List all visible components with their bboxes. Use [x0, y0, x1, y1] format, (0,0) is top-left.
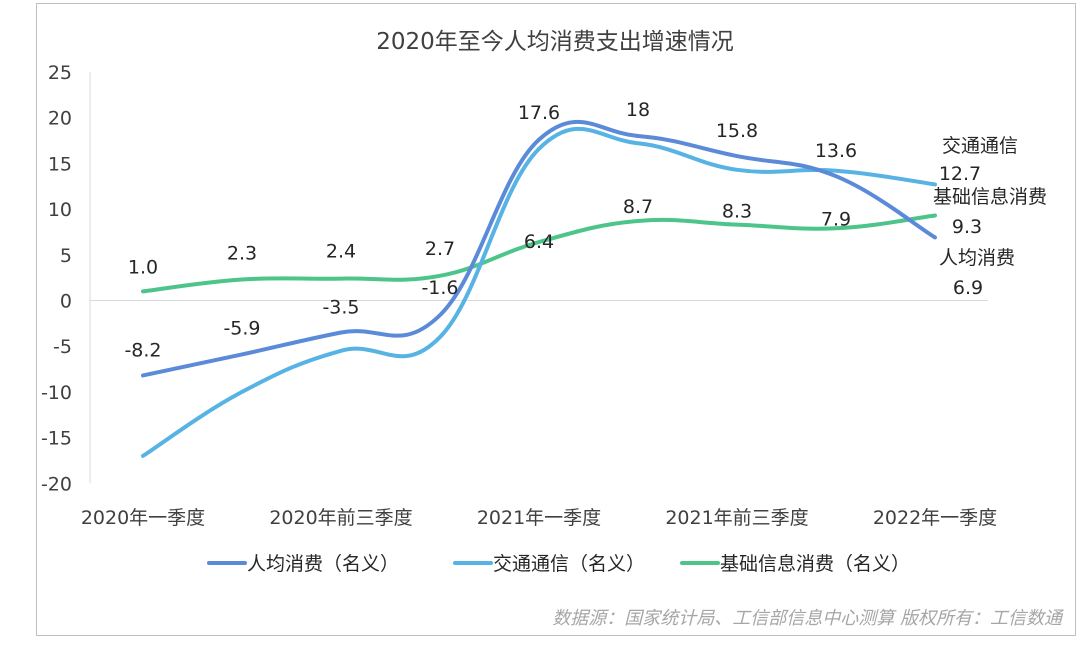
legend-label: 交通通信（名义） — [493, 553, 645, 575]
data-label: -3.5 — [322, 296, 359, 318]
data-label: 8.3 — [722, 201, 752, 223]
y-tick-label: 0 — [60, 291, 72, 313]
data-label: 1.0 — [128, 256, 158, 278]
series-line — [141, 126, 937, 458]
y-tick-label: 20 — [48, 108, 72, 130]
x-tick-label: 2020年一季度 — [81, 507, 205, 529]
data-label: -8.2 — [124, 339, 161, 361]
data-label: -1.6 — [421, 277, 458, 299]
data-label: 17.6 — [518, 102, 560, 124]
data-label: 12.7 — [939, 163, 981, 185]
legend-label: 基础信息消费（名义） — [720, 553, 910, 575]
data-label: 9.3 — [952, 216, 982, 238]
data-label: 7.9 — [821, 208, 851, 230]
y-tick-label: -15 — [41, 428, 72, 450]
data-label: 13.6 — [815, 140, 857, 162]
source-note: 数据源：国家统计局、工信部信息中心测算 版权所有：工信数通 — [552, 608, 1064, 629]
y-tick-label: 5 — [60, 245, 72, 267]
series-end-label: 交通通信 — [942, 135, 1018, 157]
chart-title: 2020年至今人均消费支出增速情况 — [376, 29, 734, 55]
x-tick-label: 2021年前三季度 — [665, 507, 808, 529]
data-label: -5.9 — [223, 317, 260, 339]
x-tick-label: 2020年前三季度 — [269, 507, 412, 529]
x-tick-label: 2022年一季度 — [873, 507, 997, 529]
x-tick-label: 2021年一季度 — [477, 507, 601, 529]
data-label: 8.7 — [623, 196, 653, 218]
chart-frame — [36, 3, 1076, 636]
data-label: 2.4 — [326, 241, 356, 263]
data-label: 6.4 — [524, 231, 554, 253]
series-line — [141, 120, 937, 378]
data-label: 2.3 — [227, 242, 257, 264]
y-tick-label: 15 — [48, 153, 72, 175]
series-end-label: 基础信息消费 — [933, 186, 1047, 208]
y-tick-label: -5 — [53, 336, 72, 358]
series-end-label: 人均消费 — [939, 247, 1015, 269]
data-label: 6.9 — [953, 277, 983, 299]
series-line — [141, 213, 937, 294]
data-label: 18 — [626, 99, 650, 121]
data-label: 2.7 — [425, 238, 455, 260]
legend-label: 人均消费（名义） — [247, 553, 399, 575]
y-tick-label: 10 — [48, 199, 72, 221]
y-tick-label: -10 — [41, 382, 72, 404]
data-label: 15.8 — [716, 120, 758, 142]
y-tick-label: -20 — [41, 473, 72, 495]
y-tick-label: 25 — [48, 62, 72, 84]
